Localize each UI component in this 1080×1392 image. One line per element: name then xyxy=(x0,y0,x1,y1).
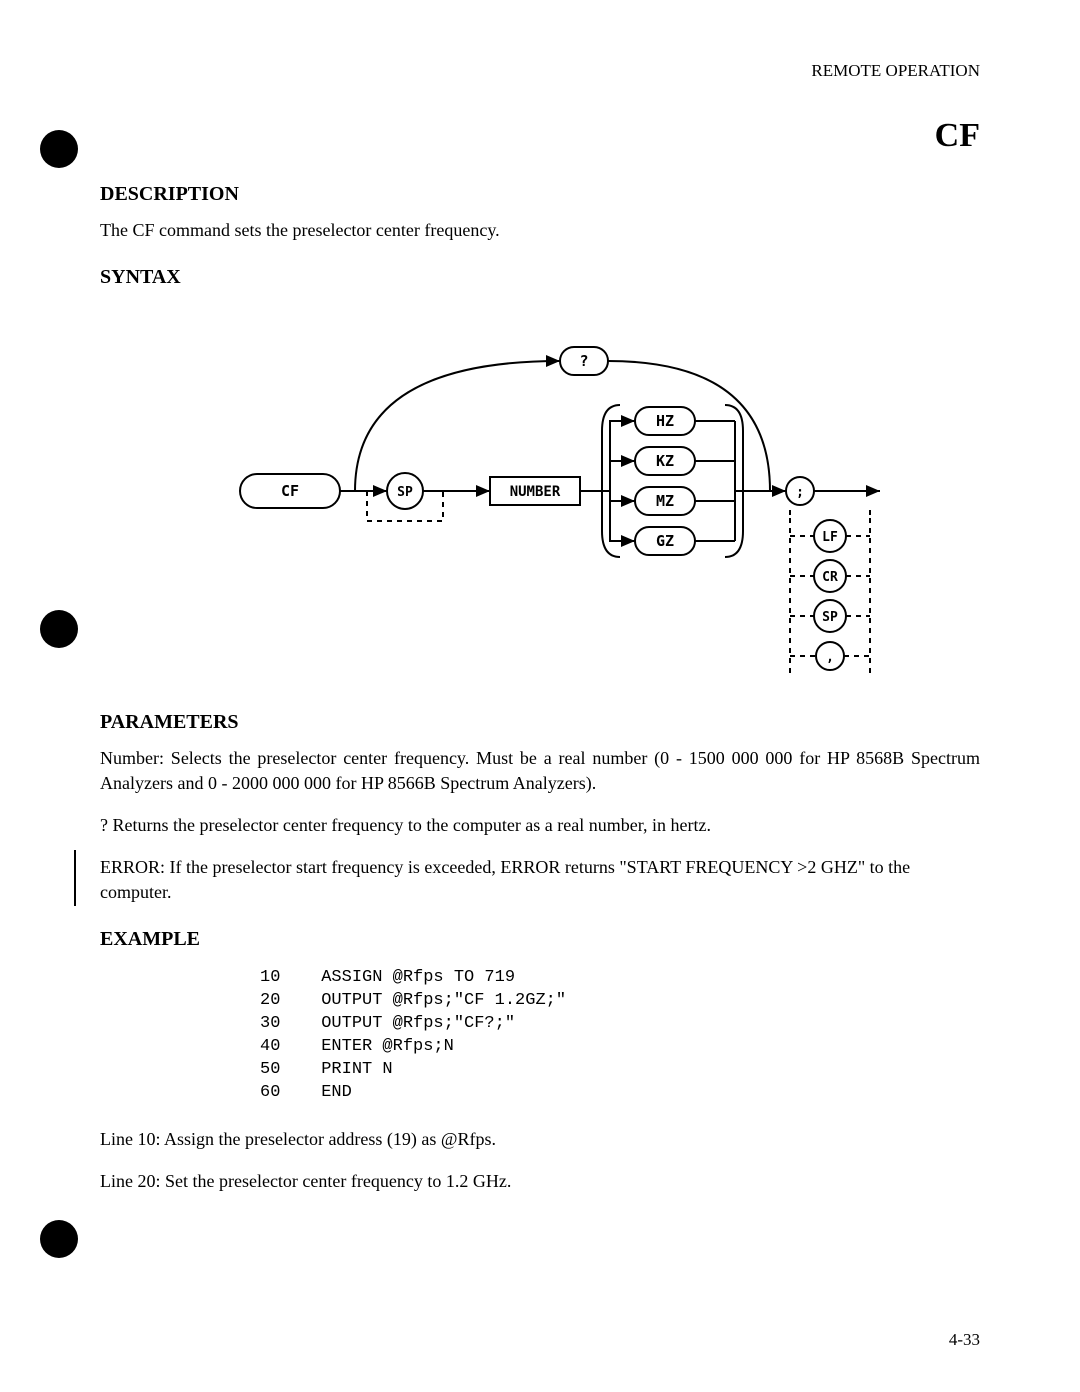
bullet-2 xyxy=(40,610,78,648)
svg-text:HZ: HZ xyxy=(656,412,674,430)
svg-text:MZ: MZ xyxy=(656,492,674,510)
svg-text:KZ: KZ xyxy=(656,452,674,470)
parameters-p3: ERROR: If the preselector start frequenc… xyxy=(100,855,980,904)
parameters-p2: ? Returns the preselector center frequen… xyxy=(100,813,980,837)
revision-bar xyxy=(74,850,76,906)
syntax-diagram: CF SP NUMBER? HZ KZ MZ GZ; LF CR SP, xyxy=(180,321,900,687)
svg-text:GZ: GZ xyxy=(656,532,674,550)
svg-text:SP: SP xyxy=(822,610,838,625)
bullet-3 xyxy=(40,1220,78,1258)
svg-text:;: ; xyxy=(796,485,804,500)
bullet-1 xyxy=(40,130,78,168)
svg-text:CR: CR xyxy=(822,570,838,585)
page-number: 4-33 xyxy=(949,1329,980,1352)
example-code: 10 ASSIGN @Rfps TO 719 20 OUTPUT @Rfps;"… xyxy=(260,967,980,1105)
svg-text:LF: LF xyxy=(822,530,838,545)
heading-syntax: SYNTAX xyxy=(100,264,980,291)
command-title: CF xyxy=(100,113,980,159)
example-expl-1: Line 10: Assign the preselector address … xyxy=(100,1127,980,1151)
svg-text:?: ? xyxy=(579,352,588,370)
parameters-p1: Number: Selects the preselector center f… xyxy=(100,746,980,795)
description-body: The CF command sets the preselector cent… xyxy=(100,218,980,242)
header-section: REMOTE OPERATION xyxy=(100,60,980,83)
heading-parameters: PARAMETERS xyxy=(100,709,980,736)
svg-text:CF: CF xyxy=(281,482,299,500)
svg-text:,: , xyxy=(826,650,834,665)
svg-text:NUMBER: NUMBER xyxy=(510,484,561,500)
svg-text:SP: SP xyxy=(397,485,413,500)
heading-example: EXAMPLE xyxy=(100,926,980,953)
example-expl-2: Line 20: Set the preselector center freq… xyxy=(100,1169,980,1193)
heading-description: DESCRIPTION xyxy=(100,181,980,208)
